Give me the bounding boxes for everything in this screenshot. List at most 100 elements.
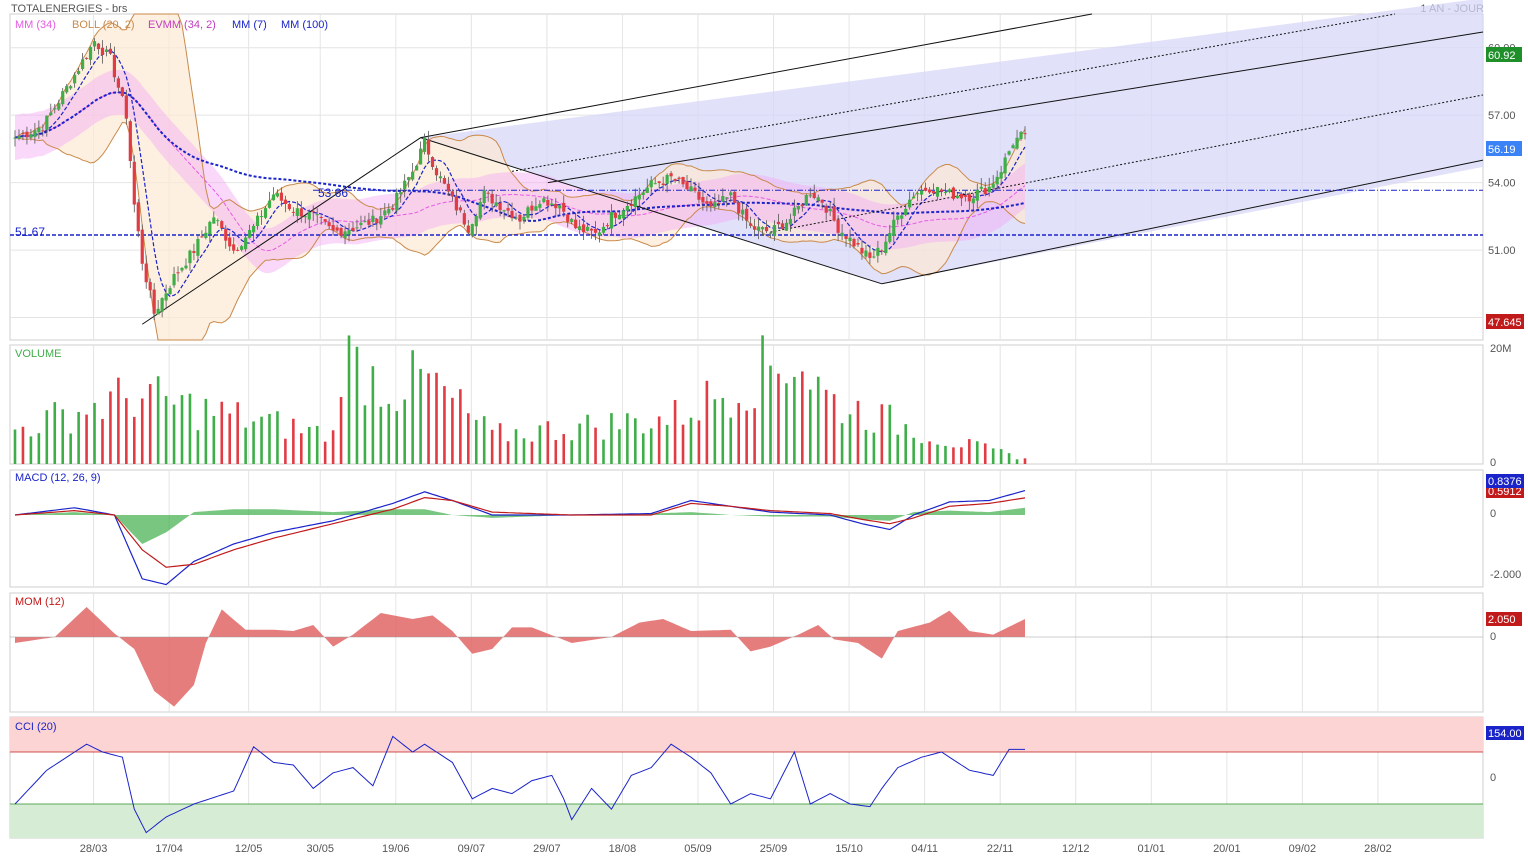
candle-body	[132, 161, 136, 205]
legend-evmm[interactable]: EVMM (34, 2)	[148, 19, 216, 31]
candle	[156, 300, 160, 315]
candle-body	[395, 192, 399, 211]
candle	[168, 285, 172, 295]
candle-body	[375, 218, 379, 224]
candle	[550, 198, 554, 207]
candle	[601, 222, 606, 235]
candle	[462, 209, 466, 227]
candle-body	[888, 233, 892, 242]
candle	[375, 218, 379, 231]
volume-bar	[268, 413, 271, 464]
candle-body	[458, 207, 462, 211]
candle	[951, 186, 956, 201]
candle	[244, 233, 248, 252]
candle	[848, 229, 852, 248]
volume-bar	[618, 429, 621, 464]
candle-body	[637, 194, 641, 200]
candle	[999, 165, 1003, 186]
volume-bar	[793, 376, 796, 464]
volume-bar	[1015, 459, 1019, 464]
candle	[856, 238, 860, 247]
volume-bar	[435, 372, 438, 464]
candle	[49, 103, 53, 117]
candle-body	[597, 232, 602, 236]
candle	[613, 211, 618, 225]
volume-bar	[920, 443, 923, 464]
candle	[271, 187, 276, 201]
candle-body	[605, 225, 610, 227]
candle-body	[872, 256, 876, 258]
candle	[279, 187, 284, 207]
legend-sma100[interactable]: MM (100)	[281, 19, 328, 31]
candle-body	[697, 191, 701, 200]
volume-bar	[204, 398, 208, 464]
candle-body	[351, 227, 355, 231]
candle	[315, 208, 319, 224]
candle	[438, 171, 443, 183]
candle-body	[725, 197, 729, 199]
candle	[959, 192, 963, 207]
candle-body	[371, 215, 375, 223]
volume-bar	[260, 416, 263, 464]
sma34-line	[14, 91, 1026, 252]
legend-sma34[interactable]: MM (34)	[15, 19, 56, 31]
candle	[904, 204, 908, 217]
volume-bar	[880, 404, 884, 464]
candle-body	[208, 221, 212, 235]
candle	[25, 126, 29, 145]
candle	[45, 115, 49, 137]
candle	[387, 203, 391, 216]
volume-bar	[705, 380, 709, 464]
candle-body	[283, 199, 287, 204]
candle	[776, 213, 781, 229]
candle	[466, 219, 470, 235]
candle	[1007, 150, 1011, 156]
volume-bar	[602, 439, 605, 464]
candle	[216, 218, 220, 227]
candle-body	[53, 108, 57, 110]
candle-body	[204, 232, 208, 238]
candle	[554, 198, 558, 217]
candle	[192, 243, 196, 261]
candle-body	[768, 232, 773, 234]
candle	[518, 213, 522, 230]
candle	[605, 223, 610, 230]
x-tick-label: 09/02	[1289, 843, 1317, 855]
volume-bar	[252, 421, 255, 464]
candle	[73, 72, 77, 88]
candle-body	[228, 237, 232, 247]
boll-lower-line	[14, 121, 1026, 341]
candle-body	[359, 222, 363, 226]
volume-bar	[45, 410, 49, 464]
candle	[570, 217, 574, 225]
candle	[232, 237, 236, 254]
legend-boll[interactable]: BOLL (20, 2)	[72, 19, 135, 31]
candle-body	[804, 195, 808, 206]
panel-mom	[9, 592, 1484, 713]
candle-body	[701, 197, 705, 203]
legend-sma7[interactable]: MM (7)	[232, 19, 267, 31]
volume-bar	[936, 444, 939, 464]
candle-body	[943, 191, 948, 193]
volume-bar	[562, 434, 566, 464]
volume-bar	[824, 389, 828, 464]
candle-body	[518, 214, 522, 222]
candle	[41, 124, 45, 137]
candle	[494, 194, 498, 208]
candle-body	[88, 47, 93, 60]
candle	[458, 205, 462, 213]
candle	[335, 224, 339, 232]
candle	[343, 225, 347, 245]
candle-body	[983, 188, 987, 195]
candle	[367, 212, 371, 228]
candle-body	[951, 187, 956, 199]
candle	[383, 203, 387, 220]
volume-bar	[856, 400, 860, 464]
candle	[558, 204, 562, 215]
candle	[975, 183, 979, 209]
volume-bar	[363, 405, 367, 464]
candle-body	[522, 216, 526, 221]
candle	[514, 212, 518, 220]
candle	[947, 188, 952, 194]
volume-bar	[832, 394, 836, 464]
